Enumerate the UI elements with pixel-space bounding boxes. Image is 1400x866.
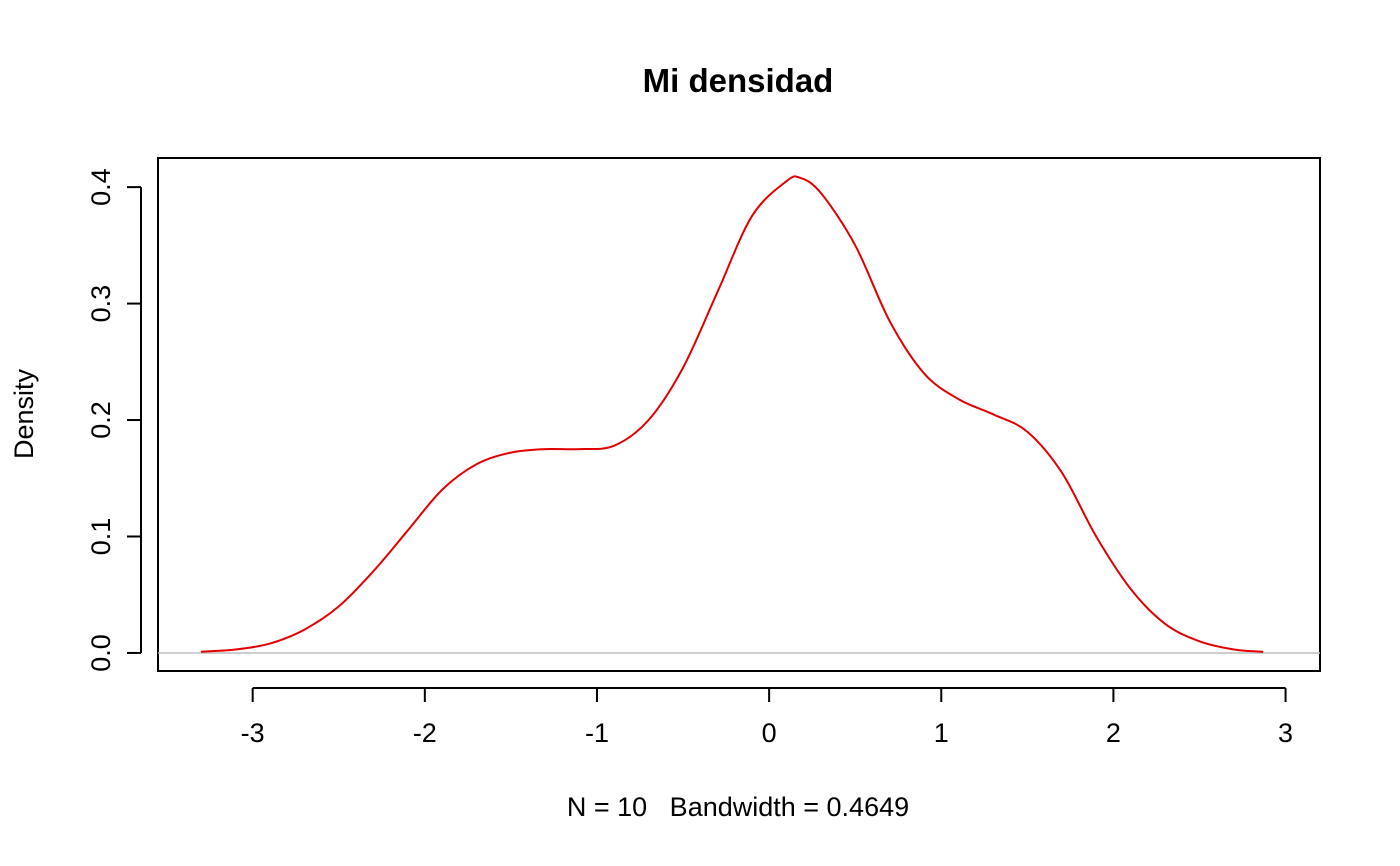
y-tick-label: 0.2: [86, 401, 116, 439]
y-tick-label: 0.4: [86, 168, 116, 206]
x-tick-label: 2: [1106, 718, 1121, 748]
x-tick-label: 1: [934, 718, 949, 748]
y-tick-label: 0.1: [86, 518, 116, 556]
plot-frame: [157, 157, 1321, 672]
chart-title: Mi densidad: [643, 62, 834, 99]
x-tick-label: 0: [762, 718, 777, 748]
x-tick-label: -3: [241, 718, 265, 748]
density-curve: [200, 175, 1264, 653]
y-axis: 0.0 0.1 0.2 0.3 0.4: [86, 168, 142, 672]
x-tick-label: -1: [585, 718, 609, 748]
x-axis: -3 -2 -1 0 1 2 3: [241, 687, 1293, 748]
x-axis-label: N = 10 Bandwidth = 0.4649: [567, 792, 909, 822]
x-tick-label: -2: [413, 718, 437, 748]
y-axis-label: Density: [9, 368, 39, 459]
x-tick-label: 3: [1278, 718, 1293, 748]
y-tick-label: 0.3: [86, 285, 116, 323]
y-tick-label: 0.0: [86, 634, 116, 672]
